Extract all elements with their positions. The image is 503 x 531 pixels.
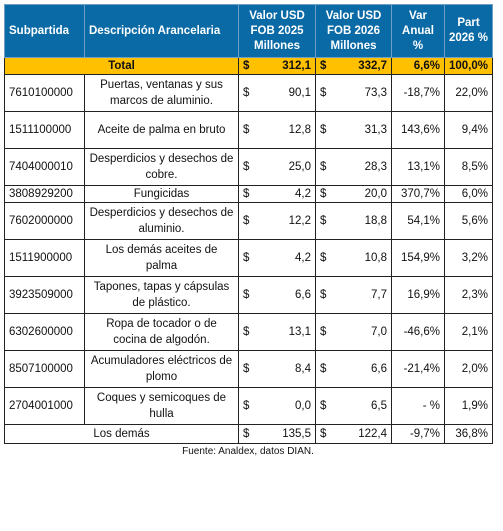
header-part-2026: Part 2026 %	[444, 4, 493, 58]
row-part: 6,0%	[444, 185, 493, 203]
row-2026: $28,3	[315, 148, 392, 186]
table-row: 3808929200 Fungicidas $4,2 $20,0 370,7% …	[4, 185, 493, 203]
row-2026: $7,0	[315, 313, 392, 351]
table-header-row: Subpartida Descripción Arancelaria Valor…	[4, 4, 493, 58]
row-desc: Tapones, tapas y cápsulas de plástico.	[84, 276, 239, 314]
total-2025: $312,1	[238, 57, 316, 75]
others-2026: $122,4	[315, 424, 392, 444]
row-2026: $6,5	[315, 387, 392, 425]
row-var: -46,6%	[391, 313, 445, 351]
total-var: 6,6%	[391, 57, 445, 75]
row-part: 22,0%	[444, 74, 493, 112]
table-row: 7610100000 Puertas, ventanas y sus marco…	[4, 74, 493, 112]
row-2026: $20,0	[315, 185, 392, 203]
header-subpartida: Subpartida	[4, 4, 85, 58]
total-label: Total	[4, 57, 239, 75]
row-code: 3923509000	[4, 276, 85, 314]
table-row: 6302600000 Ropa de tocador o de cocina d…	[4, 313, 493, 351]
row-desc: Ropa de tocador o de cocina de algodón.	[84, 313, 239, 351]
row-var: 143,6%	[391, 111, 445, 149]
others-var: -9,7%	[391, 424, 445, 444]
row-code: 7610100000	[4, 74, 85, 112]
table-row: 7602000000 Desperdicios y desechos de al…	[4, 202, 493, 240]
row-2025: $13,1	[238, 313, 316, 351]
row-2026: $18,8	[315, 202, 392, 240]
row-var: 54,1%	[391, 202, 445, 240]
table-row: 1511900000 Los demás aceites de palma $4…	[4, 239, 493, 277]
header-descripcion: Descripción Arancelaria	[84, 4, 239, 58]
row-var: 370,7%	[391, 185, 445, 203]
others-row: Los demás $135,5 $122,4 -9,7% 36,8%	[4, 424, 493, 444]
row-var: 154,9%	[391, 239, 445, 277]
row-desc: Desperdicios y desechos de cobre.	[84, 148, 239, 186]
row-2025: $90,1	[238, 74, 316, 112]
row-2026: $6,6	[315, 350, 392, 388]
row-var: -21,4%	[391, 350, 445, 388]
total-row: Total $312,1 $332,7 6,6% 100,0%	[4, 57, 493, 75]
header-var-anual: Var Anual %	[391, 4, 445, 58]
row-2026: $31,3	[315, 111, 392, 149]
row-code: 6302600000	[4, 313, 85, 351]
table-row: 3923509000 Tapones, tapas y cápsulas de …	[4, 276, 493, 314]
row-desc: Aceite de palma en bruto	[84, 111, 239, 149]
row-part: 2,0%	[444, 350, 493, 388]
row-2025: $4,2	[238, 185, 316, 203]
row-part: 2,1%	[444, 313, 493, 351]
row-2025: $12,2	[238, 202, 316, 240]
row-desc: Los demás aceites de palma	[84, 239, 239, 277]
row-desc: Acumuladores eléctricos de plomo	[84, 350, 239, 388]
row-2025: $0,0	[238, 387, 316, 425]
row-2026: $73,3	[315, 74, 392, 112]
others-label: Los demás	[4, 424, 239, 444]
row-desc: Coques y semicoques de hulla	[84, 387, 239, 425]
row-part: 8,5%	[444, 148, 493, 186]
row-desc: Puertas, ventanas y sus marcos de alumin…	[84, 74, 239, 112]
table-row: 7404000010 Desperdicios y desechos de co…	[4, 148, 493, 186]
header-valor-2025: Valor USD FOB 2025 Millones	[238, 4, 316, 58]
row-code: 2704001000	[4, 387, 85, 425]
row-part: 2,3%	[444, 276, 493, 314]
row-code: 7404000010	[4, 148, 85, 186]
table-row: 1511100000 Aceite de palma en bruto $12,…	[4, 111, 493, 149]
others-2025: $135,5	[238, 424, 316, 444]
row-code: 3808929200	[4, 185, 85, 203]
row-desc: Fungicidas	[84, 185, 239, 203]
row-part: 1,9%	[444, 387, 493, 425]
row-var: 16,9%	[391, 276, 445, 314]
row-var: - %	[391, 387, 445, 425]
row-2025: $25,0	[238, 148, 316, 186]
table-row: 2704001000 Coques y semicoques de hulla …	[4, 387, 493, 425]
source-note: Fuente: Analdex, datos DIAN.	[182, 446, 314, 457]
row-code: 1511100000	[4, 111, 85, 149]
row-2025: $12,8	[238, 111, 316, 149]
others-part: 36,8%	[444, 424, 493, 444]
total-2026: $332,7	[315, 57, 392, 75]
total-part: 100,0%	[444, 57, 493, 75]
row-code: 8507100000	[4, 350, 85, 388]
row-part: 9,4%	[444, 111, 493, 149]
header-valor-2026: Valor USD FOB 2026 Millones	[315, 4, 392, 58]
export-table: Subpartida Descripción Arancelaria Valor…	[4, 4, 493, 444]
row-var: 13,1%	[391, 148, 445, 186]
row-2026: $10,8	[315, 239, 392, 277]
row-code: 1511900000	[4, 239, 85, 277]
row-var: -18,7%	[391, 74, 445, 112]
row-code: 7602000000	[4, 202, 85, 240]
row-2026: $7,7	[315, 276, 392, 314]
row-2025: $6,6	[238, 276, 316, 314]
table-row: 8507100000 Acumuladores eléctricos de pl…	[4, 350, 493, 388]
row-part: 5,6%	[444, 202, 493, 240]
row-2025: $8,4	[238, 350, 316, 388]
row-2025: $4,2	[238, 239, 316, 277]
row-part: 3,2%	[444, 239, 493, 277]
row-desc: Desperdicios y desechos de aluminio.	[84, 202, 239, 240]
export-table-container: Subpartida Descripción Arancelaria Valor…	[4, 4, 493, 457]
